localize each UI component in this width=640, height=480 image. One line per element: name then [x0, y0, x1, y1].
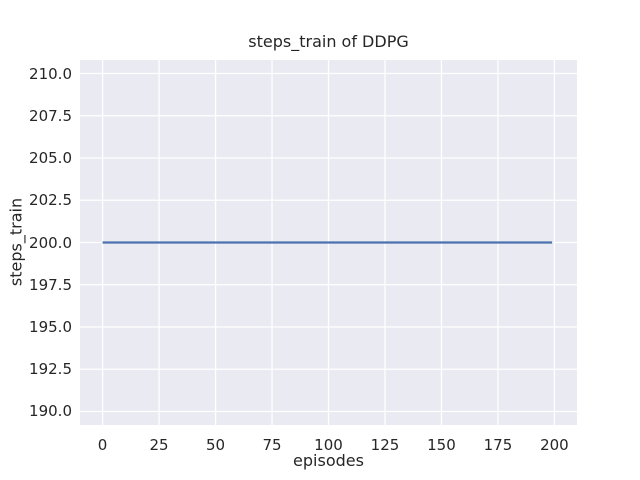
x-tick-label: 175	[483, 436, 513, 454]
x-tick-label: 150	[427, 436, 456, 454]
y-axis-label: steps_train	[6, 197, 26, 287]
y-tick-label: 205.0	[29, 149, 72, 167]
x-tick-label: 100	[314, 436, 343, 454]
y-tick-label: 207.5	[29, 106, 72, 125]
y-tick-label: 200.0	[29, 233, 72, 252]
x-tick-label: 25	[149, 436, 169, 454]
y-tick-label: 202.5	[29, 191, 72, 210]
y-tick-label: 195.0	[29, 317, 72, 336]
x-tick-label: 50	[205, 436, 226, 454]
y-tick-label: 190.0	[29, 402, 72, 421]
chart-title: steps_train of DDPG	[248, 32, 409, 51]
x-tick-label: 75	[262, 436, 282, 454]
x-tick-label: 125	[370, 436, 400, 454]
x-axis-label: episodes	[293, 451, 364, 470]
y-tick-label: 210.0	[29, 64, 72, 83]
y-tick-label: 197.5	[29, 275, 72, 294]
plot-area	[80, 60, 577, 425]
x-tick-label: 0	[97, 436, 108, 454]
plot-canvas	[80, 60, 577, 425]
y-tick-label: 192.5	[29, 360, 72, 379]
x-tick-label: 200	[540, 436, 569, 454]
